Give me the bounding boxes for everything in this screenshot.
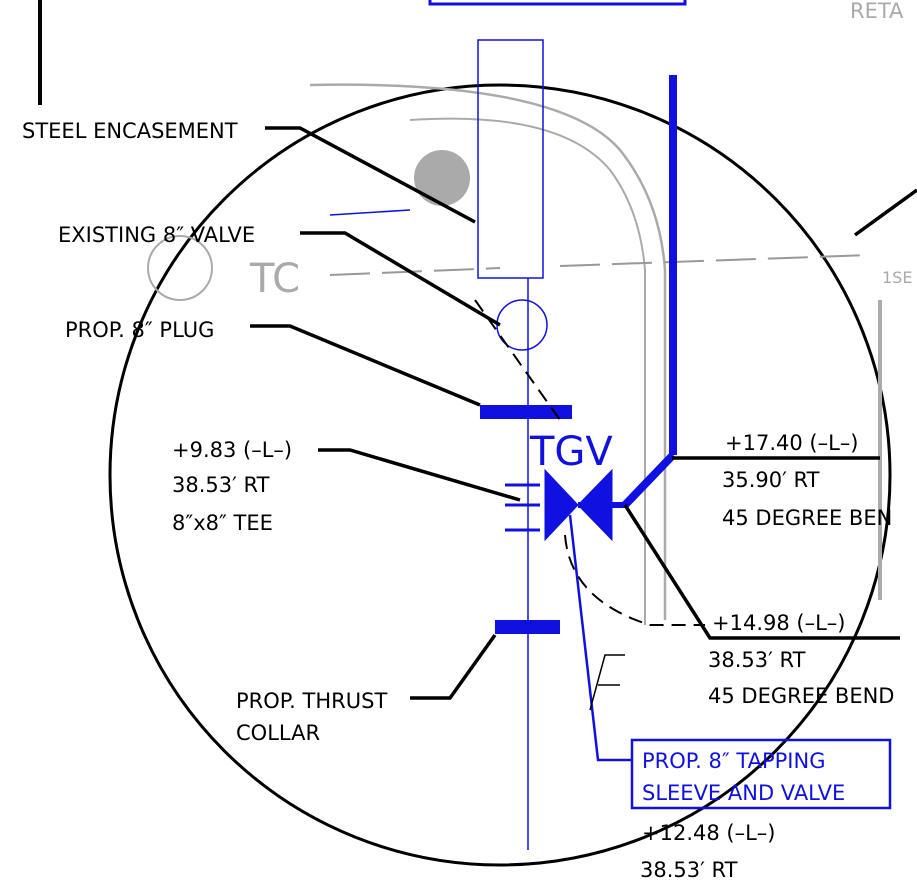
- callout: STEEL ENCASEMENT: [22, 119, 238, 143]
- callout: +12.48 (–L–): [642, 821, 775, 845]
- callout: 38.53′ RT: [640, 858, 738, 882]
- callout: 8″x8″ TEE: [172, 511, 273, 535]
- callout: COLLAR: [236, 721, 320, 745]
- linework: [38, 0, 917, 867]
- callout: PROP. THRUST: [236, 689, 387, 713]
- callout: 45 DEGREE BEN: [722, 506, 892, 530]
- bg-text: RETA: [850, 0, 904, 23]
- callout: EXISTING 8″ VALVE: [58, 223, 255, 247]
- bg-text: TC: [249, 256, 300, 302]
- callout: +14.98 (–L–): [712, 611, 845, 635]
- callout: 45 DEGREE BEND: [708, 684, 894, 708]
- callout: 35.90′ RT: [722, 468, 820, 492]
- callout: PROP. 8″ PLUG: [65, 318, 214, 342]
- callout: SLEEVE AND VALVE: [642, 781, 845, 805]
- callout: +17.40 (–L–): [725, 431, 858, 455]
- tag: TGV: [529, 429, 613, 475]
- callout: PROP. 8″ TAPPING: [642, 749, 825, 773]
- bg-text: 1SE: [882, 268, 912, 287]
- callout: 38.53′ RT: [172, 473, 270, 497]
- callout: 38.53′ RT: [708, 648, 806, 672]
- callout: +9.83 (–L–): [172, 438, 292, 462]
